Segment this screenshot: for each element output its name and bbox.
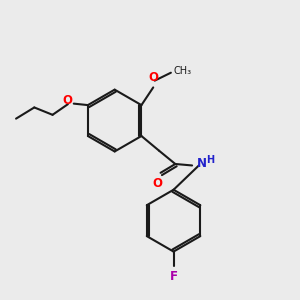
- Text: H: H: [206, 154, 214, 165]
- Text: CH₃: CH₃: [173, 66, 191, 76]
- Text: F: F: [169, 270, 178, 283]
- Text: O: O: [148, 71, 158, 85]
- Text: O: O: [62, 94, 72, 106]
- Text: N: N: [196, 157, 206, 169]
- Text: O: O: [153, 177, 163, 190]
